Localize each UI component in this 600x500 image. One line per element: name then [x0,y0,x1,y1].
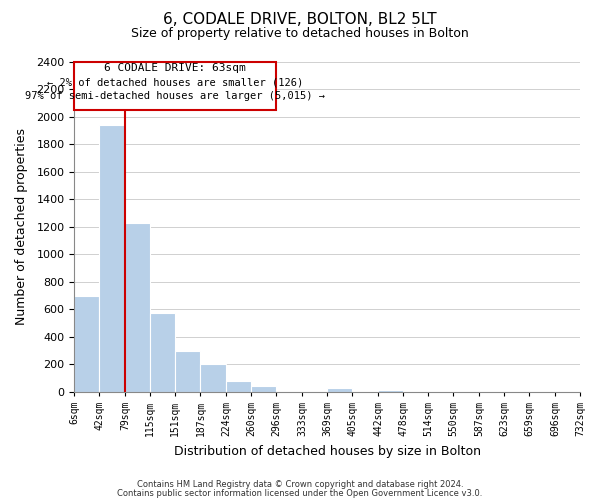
Bar [74,296,100,392]
Text: Size of property relative to detached houses in Bolton: Size of property relative to detached ho… [131,28,469,40]
Bar [251,386,277,392]
Bar [175,350,200,392]
Bar [327,388,352,392]
Bar [200,364,226,392]
Y-axis label: Number of detached properties: Number of detached properties [15,128,28,325]
Text: Contains public sector information licensed under the Open Government Licence v3: Contains public sector information licen… [118,488,482,498]
Text: ← 2% of detached houses are smaller (126): ← 2% of detached houses are smaller (126… [47,77,304,87]
Text: 6 CODALE DRIVE: 63sqm: 6 CODALE DRIVE: 63sqm [104,64,246,74]
Bar [150,312,175,392]
X-axis label: Distribution of detached houses by size in Bolton: Distribution of detached houses by size … [173,444,481,458]
Text: 97% of semi-detached houses are larger (5,015) →: 97% of semi-detached houses are larger (… [25,91,325,101]
FancyBboxPatch shape [74,62,277,110]
Text: 6, CODALE DRIVE, BOLTON, BL2 5LT: 6, CODALE DRIVE, BOLTON, BL2 5LT [163,12,437,28]
Bar [378,390,403,392]
Text: Contains HM Land Registry data © Crown copyright and database right 2024.: Contains HM Land Registry data © Crown c… [137,480,463,489]
Bar [226,381,251,392]
Bar [125,222,150,392]
Bar [100,125,125,392]
